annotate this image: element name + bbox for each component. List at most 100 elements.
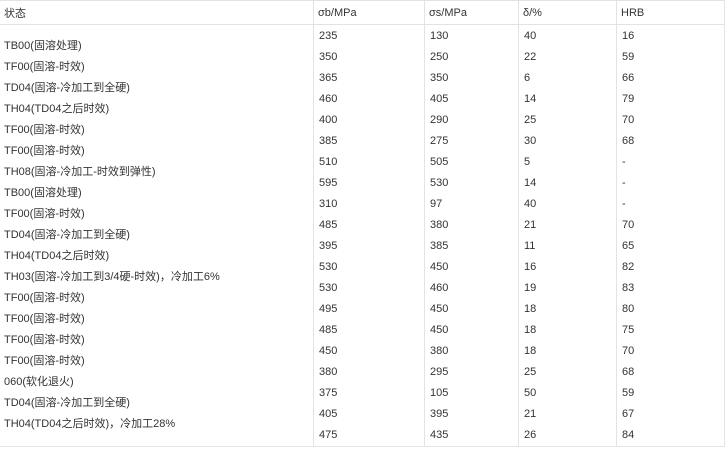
- sigma-s-cell: 290: [430, 113, 449, 126]
- state-cell: TH04(TD04之后时效): [4, 250, 110, 262]
- sigma-b-cell: 400: [319, 113, 338, 126]
- state-cell: TH04(TD04之后时效)，冷加工28%: [4, 418, 176, 430]
- hrb-cell: 59: [622, 50, 635, 63]
- delta-column: 40 22 6 14 25 30 5 14 40 21 11 16 19 18 18 18 25 50 21 26: [518, 24, 617, 447]
- sigma-s-cell: 460: [430, 281, 449, 294]
- sigma-s-cell: 295: [430, 365, 449, 378]
- delta-cell: 26: [524, 428, 537, 441]
- sigma-b-cell: 530: [319, 260, 338, 273]
- delta-cell: 14: [524, 92, 537, 105]
- sigma-b-cell: 450: [319, 344, 338, 357]
- sigma-s-column: 130 250 350 405 290 275 505 530 97 380 385 450 460 45…: [424, 24, 519, 447]
- state-cell: TF00(固溶-时效): [4, 292, 85, 304]
- sigma-s-cell: 405: [430, 92, 449, 105]
- hrb-cell: 79: [622, 92, 635, 105]
- sigma-s-cell: 380: [430, 218, 449, 231]
- hrb-cell: 75: [622, 323, 635, 336]
- delta-cell: 21: [524, 218, 537, 231]
- state-cell: TD04(固溶-冷加工到全硬): [4, 229, 130, 241]
- sigma-b-cell: 495: [319, 302, 338, 315]
- sigma-b-cell: 460: [319, 92, 338, 105]
- body-row: TB00(固溶处理) TF00(固溶-时效) TD04(固溶-冷加工到全硬) TH04…: [0, 24, 725, 447]
- delta-cell: 6: [524, 71, 531, 84]
- hrb-cell: 68: [622, 134, 635, 147]
- sigma-b-cell: 385: [319, 134, 338, 147]
- delta-cell: 25: [524, 113, 537, 126]
- sigma-b-cell: 595: [319, 176, 338, 189]
- sigma-b-cell: 235: [319, 29, 338, 42]
- sigma-s-cell: 385: [430, 239, 449, 252]
- delta-cell: 18: [524, 302, 537, 315]
- delta-cell: 16: [524, 260, 537, 273]
- sigma-s-cell: 130: [430, 29, 449, 42]
- state-cell: TH03(固溶-冷加工到3/4硬-时效)，冷加工6%: [4, 271, 220, 283]
- hrb-cell: 84: [622, 428, 635, 441]
- header-sigma-s: σs/MPa: [424, 0, 519, 25]
- hrb-cell: 70: [622, 344, 635, 357]
- sigma-b-cell: 310: [319, 197, 338, 210]
- state-cell: TD04(固溶-冷加工到全硬): [4, 82, 130, 94]
- sigma-s-cell: 350: [430, 71, 449, 84]
- delta-cell: 18: [524, 323, 537, 336]
- delta-cell: 14: [524, 176, 537, 189]
- state-column: TB00(固溶处理) TF00(固溶-时效) TD04(固溶-冷加工到全硬) TH04…: [0, 24, 314, 447]
- sigma-s-cell: 450: [430, 260, 449, 273]
- state-cell: 060(软化退火): [4, 376, 74, 388]
- delta-cell: 30: [524, 134, 537, 147]
- sigma-b-column: 235 350 365 460 400 385 510 595 310 485 395 530 530 4…: [313, 24, 425, 447]
- sigma-b-cell: 380: [319, 365, 338, 378]
- hrb-cell: 83: [622, 281, 635, 294]
- sigma-b-cell: 350: [319, 50, 338, 63]
- hrb-cell: -: [622, 197, 626, 210]
- header-delta: δ/%: [518, 0, 617, 25]
- delta-cell: 21: [524, 407, 537, 420]
- sigma-s-cell: 105: [430, 386, 449, 399]
- sigma-s-cell: 395: [430, 407, 449, 420]
- delta-cell: 22: [524, 50, 537, 63]
- state-cell: TF00(固溶-时效): [4, 208, 85, 220]
- sigma-s-cell: 275: [430, 134, 449, 147]
- sigma-s-cell: 530: [430, 176, 449, 189]
- sigma-b-cell: 365: [319, 71, 338, 84]
- delta-cell: 19: [524, 281, 537, 294]
- state-cell: TB00(固溶处理): [4, 40, 82, 52]
- state-cell: TF00(固溶-时效): [4, 61, 85, 73]
- delta-cell: 40: [524, 197, 537, 210]
- sigma-b-cell: 485: [319, 218, 338, 231]
- sigma-s-cell: 250: [430, 50, 449, 63]
- sigma-b-cell: 485: [319, 323, 338, 336]
- sigma-s-cell: 380: [430, 344, 449, 357]
- sigma-s-cell: 450: [430, 302, 449, 315]
- state-cell: TF00(固溶-时效): [4, 145, 85, 157]
- delta-cell: 11: [524, 239, 536, 252]
- header-hrb: HRB: [616, 0, 725, 25]
- state-cell: TB00(固溶处理): [4, 187, 82, 199]
- hrb-column: 16 59 66 79 70 68 - - - 70 65 82 83 80 75 70 68 59 67 84: [616, 24, 725, 447]
- sigma-b-cell: 375: [319, 386, 338, 399]
- sigma-b-cell: 475: [319, 428, 338, 441]
- hrb-cell: 66: [622, 71, 635, 84]
- sigma-s-cell: 505: [430, 155, 449, 168]
- hrb-cell: 65: [622, 239, 635, 252]
- hrb-cell: 80: [622, 302, 635, 315]
- state-cell: TF00(固溶-时效): [4, 355, 85, 367]
- hrb-cell: 82: [622, 260, 635, 273]
- header-sigma-b: σb/MPa: [313, 0, 425, 25]
- sigma-b-cell: 510: [319, 155, 338, 168]
- sigma-s-cell: 450: [430, 323, 449, 336]
- delta-cell: 5: [524, 155, 531, 168]
- state-cell: TD04(固溶-冷加工到全硬): [4, 397, 130, 409]
- state-cell: TF00(固溶-时效): [4, 313, 85, 325]
- sigma-b-cell: 395: [319, 239, 338, 252]
- hrb-cell: 70: [622, 218, 635, 231]
- hrb-cell: -: [622, 155, 626, 168]
- delta-cell: 40: [524, 29, 537, 42]
- header-state: 状态: [0, 0, 314, 25]
- state-cell: TF00(固溶-时效): [4, 124, 85, 136]
- delta-cell: 18: [524, 344, 537, 357]
- sigma-b-cell: 405: [319, 407, 338, 420]
- state-cell: TH04(TD04之后时效): [4, 103, 110, 115]
- hrb-cell: 68: [622, 365, 635, 378]
- hrb-cell: -: [622, 176, 626, 189]
